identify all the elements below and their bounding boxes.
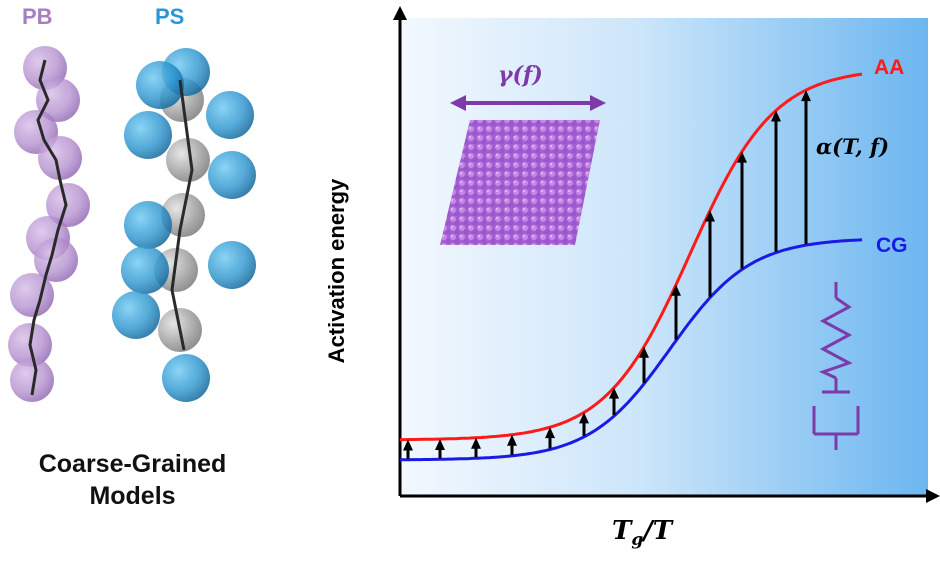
arrow-head-icon: [435, 439, 445, 451]
ps-backbone: [170, 79, 194, 351]
axes: [393, 6, 940, 503]
aa-curve: [400, 72, 863, 442]
material-sample: [440, 120, 600, 245]
arrow-head-icon: [705, 210, 715, 222]
x-axis-label-sub: g: [631, 530, 644, 551]
aa-label: AA: [874, 56, 905, 79]
pb-bead: [34, 238, 78, 282]
x-axis-label: Tg/T: [612, 516, 672, 550]
pb-beads: [8, 46, 90, 402]
pb-label: PB: [22, 4, 53, 29]
alpha-arrows: [403, 90, 811, 459]
ps-label: PS: [155, 4, 185, 29]
ps-backbone-bead: [166, 138, 210, 182]
arrow-head-icon: [609, 387, 619, 399]
plot-background: [400, 18, 928, 496]
x-axis-arrow-icon: [926, 489, 940, 503]
caption-line-1: Coarse-Grained: [38, 450, 227, 478]
cg-label: CG: [876, 234, 908, 257]
ps-phenyl-bead: [206, 91, 254, 139]
arrow-head-icon: [507, 434, 517, 446]
gamma-label: γ(f): [498, 62, 543, 88]
ps-phenyl-bead: [162, 354, 210, 402]
ps-molecule: [112, 48, 256, 402]
ps-phenyl-bead: [208, 241, 256, 289]
cg-curve: [400, 238, 863, 462]
ps-phenyl-beads: [112, 48, 256, 402]
arrow-head-icon: [737, 151, 747, 163]
pb-bead: [10, 273, 54, 317]
arrow-head-icon: [545, 427, 555, 439]
ps-phenyl-bead: [112, 291, 160, 339]
ps-phenyl-bead: [121, 246, 169, 294]
ps-phenyl-bead: [136, 61, 184, 109]
y-axis-label: Activation energy: [324, 178, 349, 364]
pb-bead: [46, 183, 90, 227]
y-axis-arrow-icon: [393, 6, 407, 20]
caption: Coarse-Grained Models: [0, 448, 265, 512]
pb-molecule: [8, 46, 90, 402]
arrow-head-icon: [471, 437, 481, 449]
ps-phenyl-bead: [124, 201, 172, 249]
arrow-head-icon: [639, 346, 649, 358]
pb-bead: [36, 78, 80, 122]
spring-dashpot-icon: [812, 282, 860, 450]
ps-phenyl-bead: [124, 111, 172, 159]
gamma-double-arrow-icon: [450, 95, 606, 111]
arrow-head-icon: [403, 439, 413, 451]
arrow-head-icon: [671, 284, 681, 296]
caption-line-2: Models: [89, 482, 176, 510]
x-axis-label-rest: /T: [643, 516, 673, 546]
ps-phenyl-bead: [208, 151, 256, 199]
arrow-head-icon: [771, 110, 781, 122]
alpha-label: α(T, f): [816, 134, 890, 159]
pb-bead: [10, 358, 54, 402]
x-axis-label-main: T: [612, 516, 632, 546]
arrow-head-icon: [579, 412, 589, 424]
pb-backbone: [28, 59, 68, 396]
arrow-head-icon: [801, 90, 811, 102]
